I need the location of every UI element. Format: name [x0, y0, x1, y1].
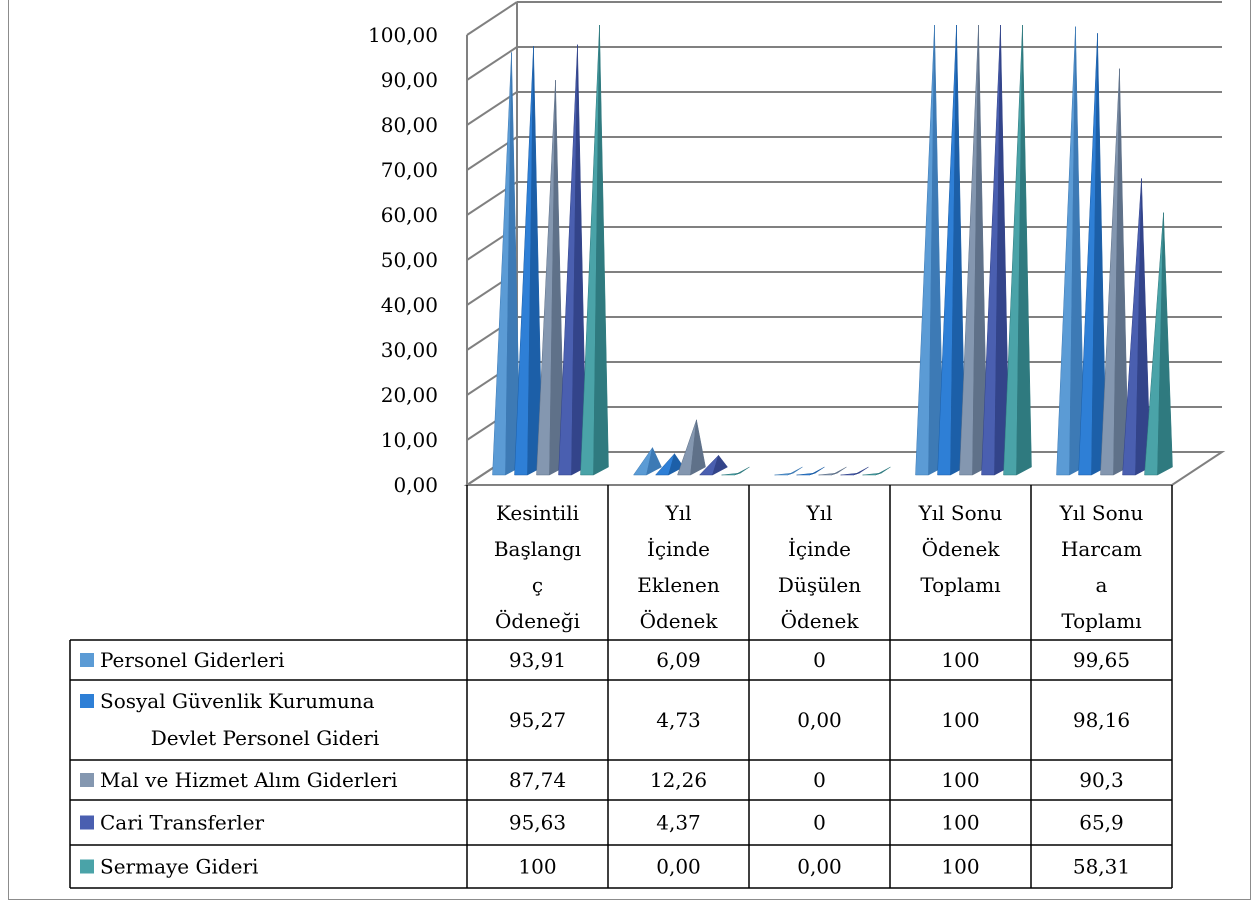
category-label: Eklenen — [637, 573, 720, 597]
data-label: 12,26 — [650, 768, 707, 792]
gridline-side — [466, 1, 518, 36]
category-label: Toplamı — [1061, 609, 1141, 633]
legend-label: Sosyal Güvenlik Kurumuna — [100, 689, 375, 713]
legend-label: Mal ve Hizmet Alım Giderleri — [100, 768, 398, 792]
data-label: 98,16 — [1073, 708, 1130, 732]
category-label: İçinde — [647, 537, 710, 561]
pyramid-bar-side — [1091, 33, 1107, 476]
data-label: 95,27 — [509, 708, 566, 732]
category-label: Yıl — [806, 501, 833, 525]
data-label: 100 — [518, 855, 556, 879]
data-label: 0,00 — [656, 855, 701, 879]
pyramid-bar-side — [994, 24, 1010, 476]
data-label: 100 — [941, 768, 979, 792]
data-label: 65,9 — [1079, 811, 1124, 835]
pyramid-bar-side — [853, 466, 869, 476]
y-tick-label: 100,00 — [368, 23, 438, 47]
pyramid-bar-side — [809, 466, 825, 476]
category-label: Ödenek — [640, 608, 719, 633]
y-tick-label: 80,00 — [381, 113, 438, 137]
y-tick-label: 60,00 — [381, 203, 438, 227]
pyramid-bar-side — [571, 44, 587, 476]
data-label: 100 — [941, 855, 979, 879]
category-label: ç — [532, 573, 543, 597]
data-label: 99,65 — [1073, 648, 1130, 672]
category-label: İçinde — [788, 537, 851, 561]
data-label: 0,00 — [797, 708, 842, 732]
category-label: Ödenek — [922, 536, 1001, 561]
pyramid-bar-side — [787, 466, 803, 476]
category-label: Ödenek — [781, 608, 860, 633]
category-label: Ödeneği — [495, 608, 580, 633]
data-label: 6,09 — [656, 648, 701, 672]
pyramid-bar-side — [734, 466, 750, 476]
category-label: Toplamı — [920, 573, 1000, 597]
data-label: 4,37 — [656, 811, 701, 835]
data-label: 100 — [941, 811, 979, 835]
data-label: 100 — [941, 648, 979, 672]
y-tick-label: 0,00 — [393, 473, 438, 497]
legend-swatch — [80, 773, 94, 787]
pyramid-bar-side — [646, 446, 662, 476]
legend-swatch — [80, 859, 94, 874]
legend-swatch — [80, 815, 94, 830]
data-label: 0 — [813, 768, 826, 792]
pyramid-bar-side — [505, 52, 521, 476]
y-tick-label: 40,00 — [381, 293, 438, 317]
y-tick-label: 20,00 — [381, 383, 438, 407]
pyramid-bar-side — [1069, 26, 1085, 476]
gridline-side — [466, 91, 518, 126]
data-label: 0 — [813, 648, 826, 672]
chart-frame — [8, 0, 1251, 900]
pyramid-bar-side — [875, 466, 891, 476]
legend-label: Personel Giderleri — [100, 648, 285, 672]
data-label: 90,3 — [1079, 768, 1124, 792]
data-label: 100 — [941, 708, 979, 732]
pyramid-bar-side — [928, 24, 944, 476]
pyramid-bar-side — [668, 453, 684, 476]
legend-swatch — [80, 694, 94, 708]
category-label: Yıl Sonu — [1059, 501, 1144, 525]
gridline-side — [466, 46, 518, 81]
y-tick-label: 10,00 — [381, 428, 438, 452]
pyramid-bar-side — [1113, 68, 1129, 476]
pyramid-bar-side — [712, 454, 728, 476]
y-tick-label: 90,00 — [381, 68, 438, 92]
legend-label: Devlet Personel Gideri — [151, 726, 380, 750]
pyramid-bar-side — [527, 46, 543, 476]
data-label: 87,74 — [509, 768, 566, 792]
legend-label: Sermaye Gideri — [100, 855, 258, 879]
pyramid-bar-side — [950, 24, 966, 476]
pyramid-bar-side — [1135, 178, 1151, 476]
data-label: 93,91 — [509, 648, 566, 672]
category-label: Yıl Sonu — [918, 501, 1003, 525]
pyramid-bar-side — [549, 80, 565, 476]
pyramid-bar-side — [1157, 212, 1173, 476]
data-label: 0,00 — [797, 855, 842, 879]
pyramid-bar-side — [690, 419, 706, 476]
category-label: Düşülen — [778, 573, 861, 597]
y-tick-label: 30,00 — [381, 338, 438, 362]
legend-label: Cari Transferler — [100, 811, 265, 835]
category-label: Yıl — [665, 501, 692, 525]
category-label: a — [1096, 573, 1108, 597]
y-tick-label: 50,00 — [381, 248, 438, 272]
data-label: 95,63 — [509, 811, 566, 835]
data-label: 0 — [813, 811, 826, 835]
pyramid-bar-side — [593, 24, 609, 476]
pyramid-bar-side — [972, 24, 988, 476]
pyramid-bar-side — [1016, 24, 1032, 476]
data-label: 4,73 — [656, 708, 701, 732]
category-label: Harcam — [1061, 537, 1142, 561]
data-label: 58,31 — [1073, 855, 1130, 879]
y-tick-label: 70,00 — [381, 158, 438, 182]
pyramid-bar-side — [831, 466, 847, 476]
category-label: Kesintili — [496, 501, 579, 525]
category-label: Başlangı — [494, 537, 581, 561]
legend-swatch — [80, 653, 94, 667]
